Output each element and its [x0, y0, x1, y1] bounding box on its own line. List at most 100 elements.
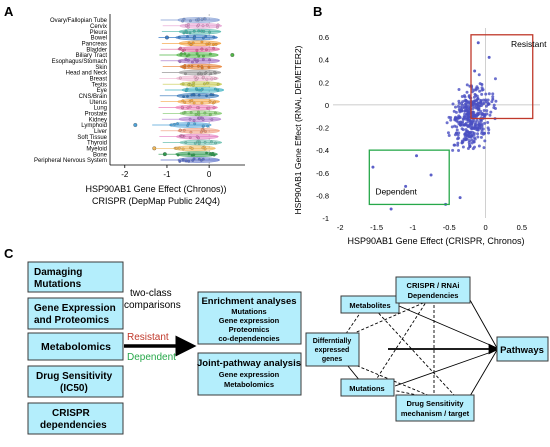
left-box-label-2: dependencies	[40, 420, 107, 431]
scatter-point	[450, 125, 454, 129]
lineage-point	[200, 128, 204, 132]
lineage-label: Breast	[90, 77, 108, 83]
y-tick-label: -0.8	[316, 191, 329, 200]
lineage-point	[189, 111, 193, 114]
node-diff-expressed-genes: Differntially expressed genes	[305, 332, 360, 367]
lineage-point	[206, 124, 210, 128]
lineage-point	[197, 113, 201, 116]
lineage-point	[180, 105, 184, 109]
scatter-point	[485, 109, 489, 113]
scatter-point	[489, 110, 493, 114]
lineage-point	[205, 77, 209, 81]
lineage-point	[205, 23, 209, 27]
scatter-point	[480, 103, 484, 107]
left-box-label: CRISPR	[52, 408, 91, 419]
lineage-point	[196, 106, 199, 109]
scatter-point	[480, 92, 484, 96]
lineage-point	[187, 41, 191, 45]
lineage-point	[212, 47, 216, 50]
lineage-outlier	[162, 152, 167, 157]
lineage-label: Ovary/Fallopian Tube	[50, 18, 108, 24]
lineage-label: Bowel	[91, 36, 107, 42]
scatter-point	[484, 104, 488, 108]
scatter-point	[468, 145, 472, 149]
lineage-point	[192, 157, 196, 161]
lineage-label: Prostate	[85, 112, 108, 118]
node-metabolites-label: Metabolites	[349, 301, 390, 310]
lineage-point	[202, 54, 205, 58]
scatter-point	[468, 139, 472, 143]
lineage-point	[212, 35, 216, 39]
x-tick-label: -2	[337, 223, 344, 232]
lineage-point	[188, 117, 192, 121]
scatter-point	[404, 184, 408, 188]
scatter-point	[473, 137, 477, 141]
scatter-point	[463, 102, 467, 106]
lineage-outlier	[133, 123, 138, 127]
scatter-point	[451, 148, 455, 152]
lineage-point	[186, 58, 190, 62]
y-tick-label: 0.6	[319, 33, 329, 42]
lineage-point	[178, 60, 182, 64]
lineage-point	[208, 100, 212, 103]
lineage-label: Biliary Tract	[76, 53, 108, 59]
lineage-point	[208, 113, 212, 117]
scatter-point	[491, 97, 495, 101]
lineage-point	[208, 58, 212, 62]
lineage-point	[210, 118, 214, 121]
lineage-point	[181, 158, 185, 162]
lineage-point	[183, 100, 187, 104]
node-diff-label-3: genes	[322, 356, 342, 363]
scatter-point	[481, 98, 485, 102]
lineage-point	[206, 81, 209, 85]
joint-item: Metabolomics	[224, 380, 274, 389]
lineage-point	[182, 48, 186, 52]
x-tick-label: -2	[121, 170, 129, 179]
node-crispr-rnai: CRISPR / RNAi Dependencies	[395, 276, 471, 304]
scatter-point	[465, 100, 469, 104]
lineage-point	[205, 94, 208, 98]
scatter-point	[463, 95, 467, 99]
lineage-point	[207, 106, 211, 110]
lineage-point	[184, 29, 188, 33]
scatter-point	[449, 116, 453, 120]
scatter-point	[457, 101, 461, 105]
lineage-point	[196, 140, 200, 144]
panel-label-a: A	[4, 4, 14, 19]
lineage-point	[189, 43, 193, 47]
lineage-point	[176, 153, 180, 157]
lineage-point	[201, 58, 205, 61]
scatter-point	[460, 141, 464, 145]
lineage-point	[214, 43, 218, 46]
lineage-point	[187, 159, 191, 163]
scatter-point	[455, 125, 459, 129]
lineage-point	[212, 106, 216, 110]
scatter-point	[447, 133, 451, 137]
scatter-point	[468, 131, 472, 135]
lineage-point	[177, 35, 181, 39]
scatter-point	[490, 100, 494, 104]
scatter-point	[451, 102, 455, 106]
scatter-point	[477, 144, 481, 148]
lineage-point	[197, 142, 201, 145]
left-box-label: Metabolomics	[41, 341, 111, 353]
lineage-point	[194, 113, 198, 117]
scatter-point	[456, 104, 460, 108]
lineage-point	[201, 36, 205, 40]
lineage-point	[204, 130, 207, 133]
lineage-point	[213, 100, 216, 104]
left-box-drug-sensitivity: Drug Sensitivity (IC50)	[27, 365, 124, 398]
left-box-label: Damaging	[34, 267, 82, 278]
lineage-point	[214, 111, 217, 115]
scatter-point	[464, 123, 468, 127]
lineage-label: Liver	[94, 129, 107, 135]
scatter-point	[457, 136, 461, 140]
lineage-point	[195, 48, 199, 52]
lineage-point	[178, 128, 182, 132]
lineage-label: Lymphoid	[81, 123, 107, 129]
lineage-point	[190, 153, 194, 157]
lineage-point	[179, 53, 183, 56]
lineage-label: Skin	[95, 65, 107, 71]
scatter-point	[464, 132, 468, 136]
scatter-point	[475, 128, 479, 132]
